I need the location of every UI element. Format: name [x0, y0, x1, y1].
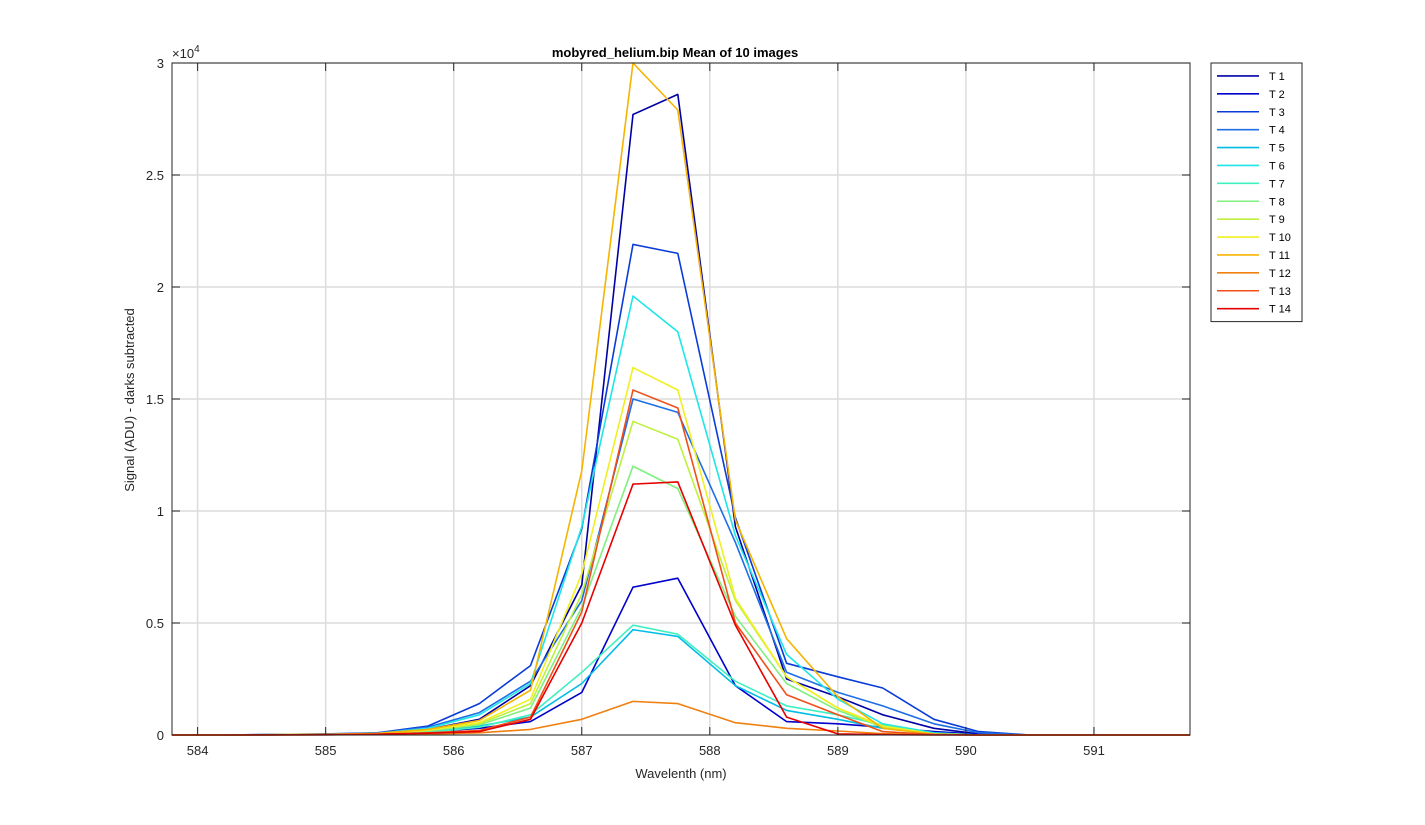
y-tick-label: 2.5	[146, 168, 164, 183]
y-tick-label: 1.5	[146, 392, 164, 407]
legend-label: T 4	[1269, 125, 1285, 137]
series-line-t-14	[172, 481, 1190, 736]
legend-label: T 12	[1269, 268, 1291, 280]
x-tick-label: 590	[955, 743, 977, 758]
legend-label: T 5	[1269, 143, 1285, 155]
axis-ticks: 584 585 586 587 588 589 590 591 0 0.5 1 1.5 2 2.5 3	[146, 56, 1190, 758]
legend-item: T 4	[1217, 125, 1285, 137]
legend-item: T 14	[1217, 304, 1291, 316]
y-tick-label: 0	[157, 728, 164, 743]
series-line-t-12	[172, 700, 1190, 736]
x-tick-label: 586	[443, 743, 465, 758]
legend-item: T 3	[1217, 107, 1285, 119]
x-tick-label: 588	[699, 743, 721, 758]
x-tick-label: 587	[571, 743, 593, 758]
x-tick-label: 585	[315, 743, 337, 758]
legend-label: T 6	[1269, 160, 1285, 172]
legend-item: T 10	[1217, 232, 1291, 244]
legend-item: T 9	[1217, 214, 1285, 226]
y-exponent-power: 4	[194, 44, 200, 55]
series-line-t-13	[172, 389, 1190, 736]
y-exponent-base: ×10	[172, 46, 194, 61]
legend-box	[1210, 62, 1303, 323]
y-axis-exponent: ×104	[172, 44, 200, 61]
legend-label: T 14	[1269, 304, 1291, 316]
y-tick-label: 1	[157, 504, 164, 519]
legend-item: T 12	[1217, 268, 1291, 280]
series-line-t-8	[172, 465, 1190, 736]
legend-item: T 2	[1217, 89, 1285, 101]
y-tick-label: 3	[157, 56, 164, 71]
y-tick-label: 0.5	[146, 616, 164, 631]
legend-label: T 1	[1269, 71, 1285, 83]
legend-item: T 7	[1217, 178, 1285, 190]
legend-label: T 9	[1269, 214, 1285, 226]
legend-item: T 1	[1217, 71, 1285, 83]
legend-label: T 13	[1269, 286, 1291, 298]
series-line-t-9	[172, 420, 1190, 736]
x-tick-label: 591	[1083, 743, 1105, 758]
series-line-t-5	[172, 628, 1190, 736]
x-tick-label: 589	[827, 743, 849, 758]
y-axis-title: Signal (ADU) - darks subtracted	[122, 308, 137, 492]
series-line-t-6	[172, 295, 1190, 736]
legend-item: T 8	[1217, 196, 1285, 208]
legend-label: T 8	[1269, 196, 1285, 208]
y-tick-label: 2	[157, 280, 164, 295]
chart-title: mobyred_helium.bip Mean of 10 images	[552, 45, 798, 60]
legend: T 1 T 2 T 3 T 4 T 5 T 6 T 7 T 8 T 9 T 10 T 11 T 12 T…	[1210, 62, 1303, 323]
legend-label: T 10	[1269, 232, 1291, 244]
legend-label: T 3	[1269, 107, 1285, 119]
legend-label: T 7	[1269, 178, 1285, 190]
series-line-t-2	[172, 577, 1190, 736]
legend-label: T 11	[1269, 250, 1290, 262]
legend-item: T 11	[1217, 250, 1290, 262]
x-axis-title: Wavelenth (nm)	[635, 766, 726, 781]
legend-item: T 5	[1217, 143, 1285, 155]
legend-item: T 13	[1217, 286, 1291, 298]
legend-item: T 6	[1217, 160, 1285, 172]
legend-label: T 2	[1269, 89, 1285, 101]
series-line-t-7	[172, 624, 1190, 736]
x-tick-label: 584	[187, 743, 209, 758]
